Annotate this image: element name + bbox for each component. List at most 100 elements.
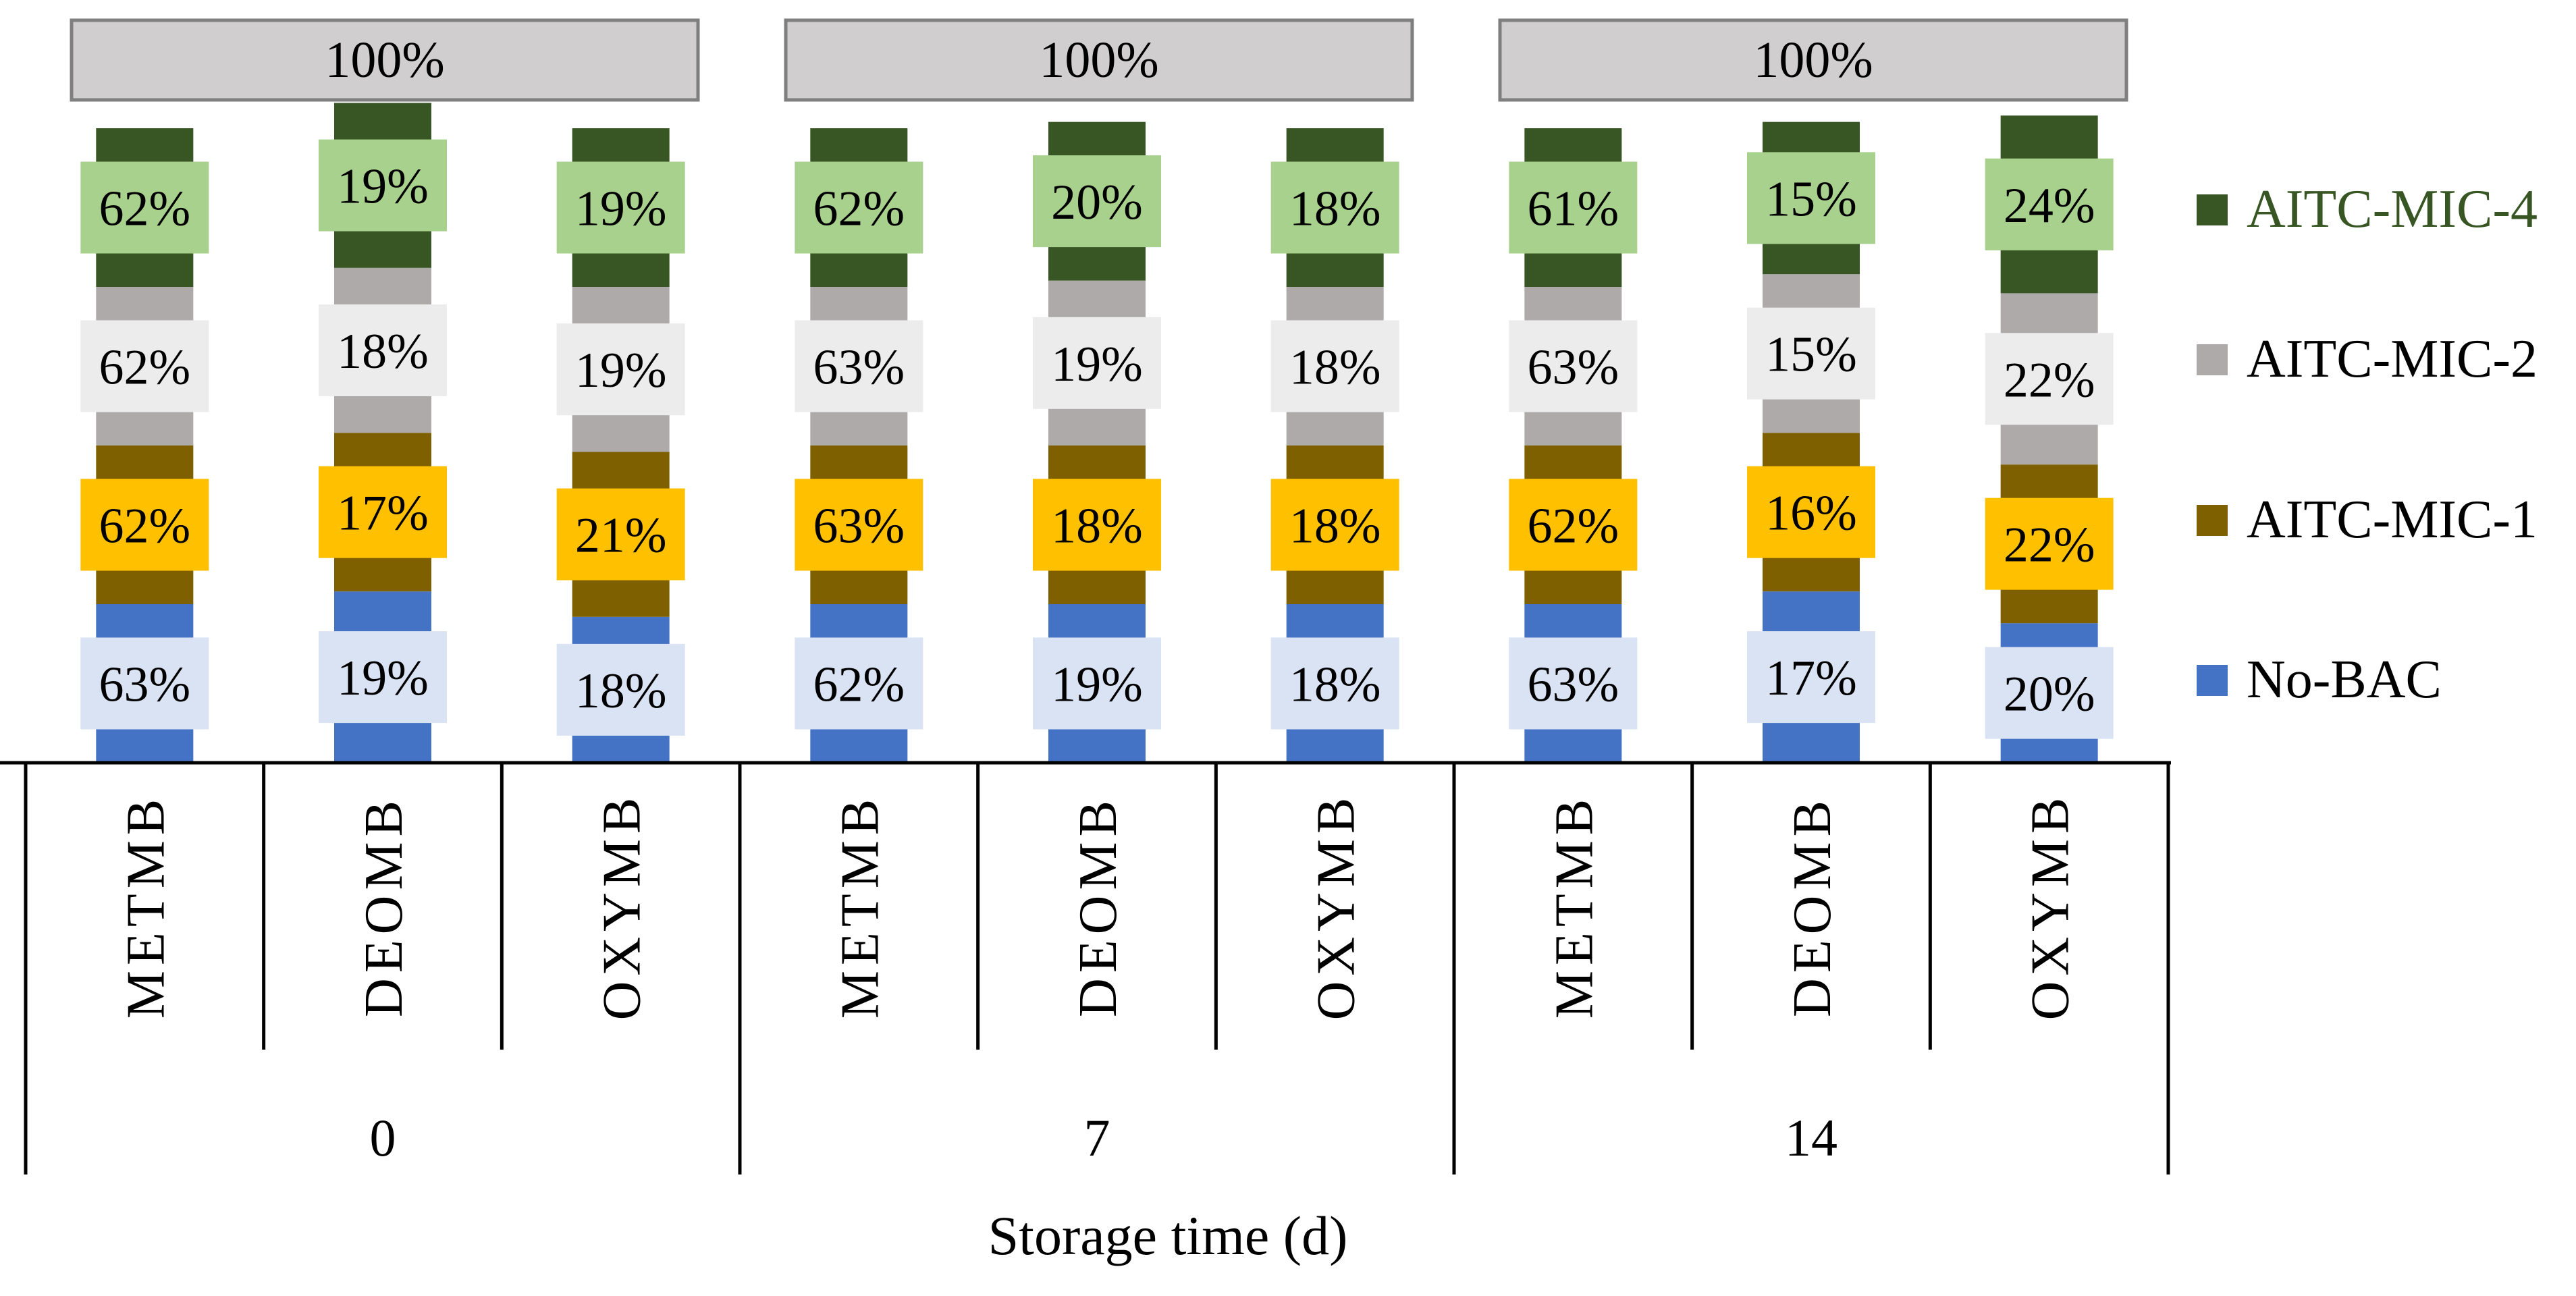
data-label: 62% (813, 182, 905, 237)
data-label-box (1985, 158, 2114, 250)
data-label-box (1747, 152, 1875, 244)
data-label-box (1033, 317, 1161, 409)
data-label-box (1270, 479, 1399, 571)
data-label: 22% (2004, 518, 2095, 573)
data-label: 62% (1528, 499, 1619, 554)
data-label: 63% (1528, 340, 1619, 396)
data-label: 62% (99, 182, 191, 237)
data-label-box (1033, 479, 1161, 571)
data-label-box (1985, 333, 2114, 425)
data-label: 20% (1051, 175, 1143, 230)
data-label: 22% (2004, 352, 2095, 408)
data-label-box (556, 643, 685, 736)
legend-swatch (2197, 505, 2228, 536)
data-label: 18% (1289, 340, 1381, 396)
data-label-box (1033, 637, 1161, 730)
category-tick-label: OXYMB (593, 792, 652, 1021)
legend-swatch (2197, 344, 2228, 375)
data-label: 20% (2004, 667, 2095, 722)
data-label-box (1747, 307, 1875, 400)
data-label-box (1270, 161, 1399, 254)
group-total-label: 100% (1039, 32, 1158, 88)
data-label-box (1747, 466, 1875, 558)
data-label: 18% (337, 324, 429, 379)
legend: AITC-MIC-4 AITC-MIC-2 AITC-MIC-1 No-BAC (2197, 180, 2538, 709)
data-label: 19% (337, 651, 429, 706)
category-tick-label: METMB (1545, 794, 1604, 1019)
data-label: 18% (1289, 657, 1381, 713)
group-tick-label: 14 (1785, 1108, 1837, 1167)
group-tick-label: 0 (370, 1108, 396, 1167)
category-tick-label: METMB (116, 794, 176, 1019)
data-label: 19% (1051, 657, 1143, 713)
legend-swatch (2197, 665, 2228, 696)
data-label-box (1033, 155, 1161, 248)
data-label: 19% (337, 159, 429, 215)
data-label: 15% (1765, 327, 1857, 383)
data-label-box (319, 466, 447, 558)
category-axis: METMB DEOMB OXYMB 0 METMB DEOMB OXYMB 7 METMB DEO… (0, 761, 2171, 1174)
data-label: 24% (2004, 178, 2095, 234)
data-label-box (80, 479, 209, 571)
data-label: 63% (813, 340, 905, 396)
group-tick-label: 7 (1084, 1108, 1110, 1167)
data-label-box (1270, 320, 1399, 412)
data-label: 17% (1765, 651, 1857, 706)
x-axis-title: Storage time (d) (988, 1205, 1348, 1266)
data-label-box (1509, 479, 1638, 571)
data-label: 19% (575, 182, 667, 237)
data-label-box (1270, 637, 1399, 730)
data-label-box (80, 161, 209, 254)
data-label: 17% (337, 486, 429, 541)
data-label: 63% (813, 499, 905, 554)
legend-label: AITC-MIC-4 (2247, 180, 2538, 239)
data-label-box (795, 479, 923, 571)
category-tick-label: DEOMB (354, 795, 414, 1017)
data-label-box (1509, 637, 1638, 730)
data-label: 16% (1765, 486, 1857, 541)
data-label-box (1985, 497, 2114, 590)
data-label-box (1509, 320, 1638, 412)
data-label: 62% (813, 657, 905, 713)
data-label: 63% (1528, 657, 1619, 713)
data-label: 19% (575, 343, 667, 398)
data-label: 18% (575, 664, 667, 719)
data-label-box (319, 631, 447, 724)
legend-swatch (2197, 194, 2228, 225)
legend-label: AITC-MIC-1 (2247, 490, 2538, 549)
data-label: 18% (1289, 182, 1381, 237)
legend-label: AITC-MIC-2 (2247, 329, 2538, 389)
data-label-box (556, 488, 685, 580)
data-label-box (319, 139, 447, 232)
data-label-box (795, 320, 923, 412)
legend-label: No-BAC (2247, 650, 2442, 709)
group-total-box (70, 18, 700, 102)
group-total-label: 100% (1753, 32, 1873, 88)
data-label: 61% (1528, 182, 1619, 237)
data-label-box (80, 320, 209, 412)
data-label: 62% (99, 340, 191, 396)
category-tick-label: DEOMB (1069, 795, 1128, 1017)
bars: 63% 62% 62% 62% 19% 17% 18% 19% 18% 21% 19% 19% 62% 6… (80, 103, 2114, 763)
data-label-box (1985, 647, 2114, 739)
data-label-box (556, 323, 685, 416)
category-tick-label: DEOMB (1783, 795, 1842, 1017)
data-label-box (556, 161, 685, 254)
group-total-box (1498, 18, 2128, 102)
data-label: 62% (99, 499, 191, 554)
data-label-box (1509, 161, 1638, 254)
group-total-boxes: 100% 100% 100% (70, 18, 2128, 102)
group-total-box (784, 18, 1414, 102)
category-tick-label: OXYMB (1307, 792, 1366, 1021)
data-label-box (795, 637, 923, 730)
data-label: 21% (575, 508, 667, 564)
data-label: 15% (1765, 171, 1857, 227)
data-label: 18% (1289, 499, 1381, 554)
data-label-box (1747, 631, 1875, 724)
data-label: 18% (1051, 499, 1143, 554)
category-tick-label: METMB (830, 794, 890, 1019)
data-label: 19% (1051, 337, 1143, 392)
data-label: 63% (99, 657, 191, 713)
data-label-box (795, 161, 923, 254)
